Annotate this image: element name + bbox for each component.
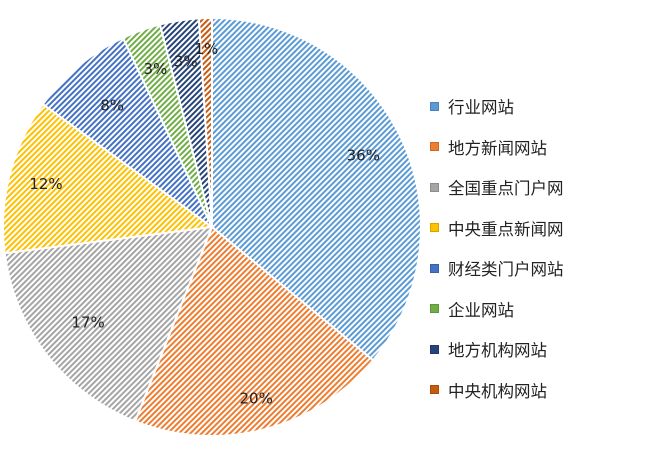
legend-label: 中央机构网站: [448, 381, 547, 401]
slice-label-6: 3%: [144, 60, 168, 78]
legend-swatch: [430, 304, 439, 314]
legend-item: 地方新闻网站: [430, 127, 564, 168]
legend-item: 财经类门户网站: [430, 248, 564, 289]
legend-swatch: [430, 182, 439, 192]
legend-swatch: [430, 142, 439, 152]
legend-item: 中央重点新闻网: [430, 208, 564, 249]
pie-slice-5: [41, 36, 213, 228]
legend-label: 全国重点门户网: [448, 179, 564, 199]
legend-item: 企业网站: [430, 289, 564, 330]
legend-swatch: [430, 101, 439, 111]
pie-slice-4: [2, 102, 215, 255]
slice-label-5: 8%: [100, 97, 124, 115]
pie-slice-8: [197, 16, 213, 228]
legend-label: 中央重点新闻网: [448, 219, 564, 239]
pie-slice-1: [211, 16, 422, 362]
legend-swatch: [430, 263, 439, 273]
slice-label-4: 12%: [29, 175, 62, 193]
slice-label-7: 3%: [174, 52, 198, 70]
legend-item: 地方机构网站: [430, 329, 564, 370]
legend-label: 财经类门户网站: [448, 260, 564, 280]
pie-slice-3: [3, 225, 214, 423]
legend-swatch: [430, 344, 439, 354]
slice-label-3: 17%: [71, 314, 104, 332]
legend-label: 地方新闻网站: [448, 138, 547, 158]
slice-label-2: 20%: [240, 390, 273, 408]
legend-label: 地方机构网站: [448, 341, 547, 361]
legend: 行业网站地方新闻网站 全国重点门户网 中央重点新闻网 财经类门户网站 企业网站地方机构网…: [430, 86, 564, 410]
legend-item: 中央机构网站: [430, 370, 564, 411]
pie-slices: [2, 16, 422, 437]
slice-label-1: 36%: [347, 146, 380, 164]
legend-item: 全国重点门户网: [430, 167, 564, 208]
legend-label: 行业网站: [448, 98, 514, 118]
slice-labels: 36%20%17%12%8%3% 3%1%: [29, 40, 380, 408]
legend-item: 行业网站: [430, 86, 564, 127]
legend-label: 企业网站: [448, 300, 514, 320]
slice-label-8: 1%: [195, 40, 219, 58]
legend-swatch: [430, 385, 439, 395]
pie-slice-2: [133, 225, 375, 437]
legend-swatch: [430, 223, 439, 233]
